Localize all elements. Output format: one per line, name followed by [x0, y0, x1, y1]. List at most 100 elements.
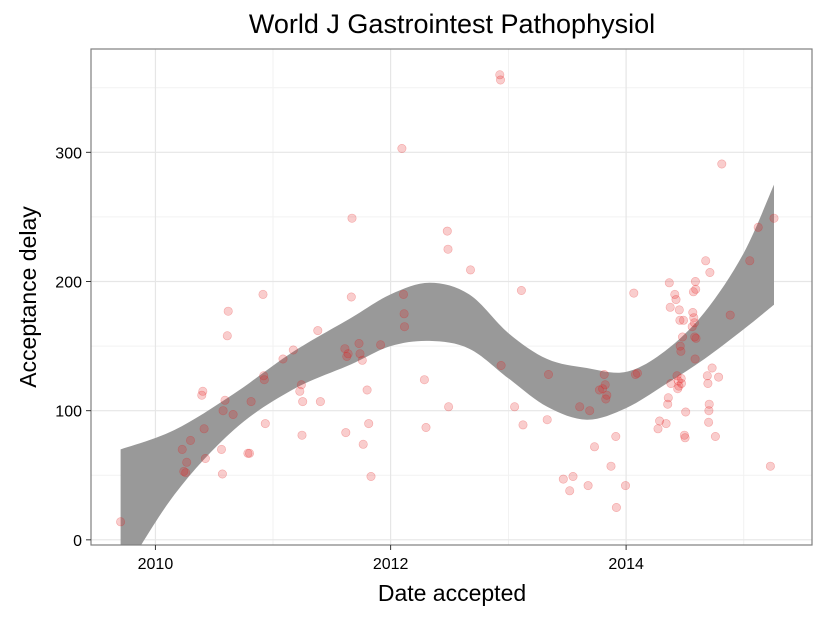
- data-point: [675, 315, 685, 325]
- data-point: [678, 315, 688, 325]
- data-point: [200, 453, 210, 463]
- data-point: [664, 278, 674, 288]
- data-point: [704, 417, 714, 427]
- y-tick-label: 300: [55, 145, 82, 162]
- data-point: [705, 267, 715, 277]
- data-point: [542, 415, 552, 425]
- data-point: [197, 390, 207, 400]
- data-point: [691, 284, 701, 294]
- data-point: [600, 380, 610, 390]
- data-point: [495, 75, 505, 85]
- data-point: [364, 419, 374, 429]
- x-tick-label: 2010: [138, 556, 174, 573]
- y-tick-label: 200: [55, 275, 82, 292]
- data-point: [665, 302, 675, 312]
- data-point: [246, 397, 256, 407]
- data-point: [688, 307, 698, 317]
- data-point: [558, 474, 568, 484]
- data-point: [496, 360, 506, 370]
- data-point: [357, 355, 367, 365]
- data-point: [358, 439, 368, 449]
- data-point: [632, 368, 642, 378]
- data-point: [671, 295, 681, 305]
- data-point: [663, 399, 673, 409]
- data-point: [342, 351, 352, 361]
- data-point: [679, 430, 689, 440]
- panel-border: [90, 48, 813, 546]
- data-point: [765, 461, 775, 471]
- data-point: [343, 349, 353, 359]
- data-point: [629, 288, 639, 298]
- data-point: [376, 340, 386, 350]
- data-point: [179, 466, 189, 476]
- data-point: [620, 481, 630, 491]
- data-point: [691, 333, 701, 343]
- data-point: [340, 344, 350, 354]
- data-point: [421, 422, 431, 432]
- data-point: [663, 393, 673, 403]
- data-point: [295, 386, 305, 396]
- data-point: [630, 369, 640, 379]
- data-point: [599, 369, 609, 379]
- y-axis-ticks: 0 100 200 300: [55, 145, 91, 550]
- data-point: [355, 349, 365, 359]
- x-tick-label: 2014: [608, 556, 644, 573]
- data-point: [315, 397, 325, 407]
- data-point: [288, 345, 298, 355]
- data-point: [689, 313, 699, 323]
- data-point: [575, 402, 585, 412]
- data-point: [673, 384, 683, 394]
- x-axis-ticks: 2010 2012 2014: [138, 545, 644, 573]
- data-point: [218, 406, 228, 416]
- data-point: [495, 70, 505, 80]
- data-point: [354, 338, 364, 348]
- data-point: [725, 310, 735, 320]
- data-point: [443, 244, 453, 254]
- data-point: [675, 341, 685, 351]
- data-point: [442, 226, 452, 236]
- x-tick-label: 2012: [373, 556, 409, 573]
- data-point: [672, 371, 682, 381]
- data-point: [606, 461, 616, 471]
- data-point: [465, 265, 475, 275]
- data-point: [676, 346, 686, 356]
- y-tick-label: 100: [55, 404, 82, 421]
- data-point: [366, 471, 376, 481]
- data-point: [258, 289, 268, 299]
- data-point: [690, 354, 700, 364]
- data-point: [444, 402, 454, 412]
- data-point: [510, 402, 520, 412]
- data-point: [717, 159, 727, 169]
- data-point: [680, 433, 690, 443]
- data-point: [397, 144, 407, 154]
- data-point: [690, 332, 700, 342]
- data-point: [399, 309, 409, 319]
- data-point: [594, 385, 604, 395]
- data-point: [565, 486, 575, 496]
- data-point: [217, 444, 227, 454]
- data-point: [398, 289, 408, 299]
- data-point: [217, 469, 227, 479]
- data-point: [518, 420, 528, 430]
- data-point: [690, 276, 700, 286]
- data-point: [346, 292, 356, 302]
- data-point: [228, 409, 238, 419]
- data-point: [753, 222, 763, 232]
- data-point: [702, 371, 712, 381]
- data-point: [186, 435, 196, 445]
- data-point: [298, 397, 308, 407]
- data-point: [701, 256, 711, 266]
- data-point: [661, 419, 671, 429]
- data-point: [687, 322, 697, 332]
- data-point: [745, 256, 755, 266]
- data-point: [714, 372, 724, 382]
- data-point: [297, 430, 307, 440]
- data-point: [673, 376, 683, 386]
- data-point: [198, 386, 208, 396]
- data-point: [710, 431, 720, 441]
- data-point: [260, 419, 270, 429]
- data-point: [611, 502, 621, 512]
- data-point: [259, 375, 269, 385]
- data-point: [347, 213, 357, 223]
